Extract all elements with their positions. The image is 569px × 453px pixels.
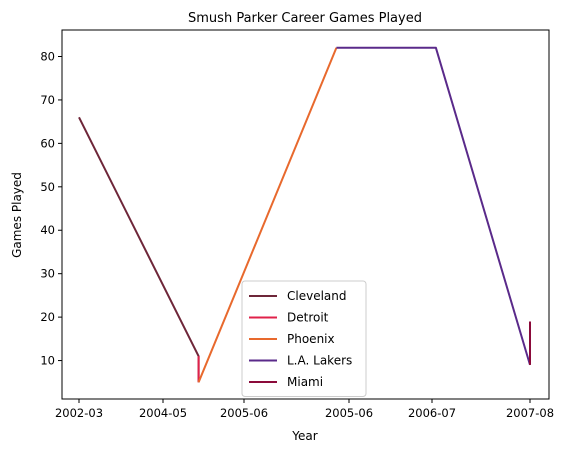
y-axis: 10 20 30 40 50 60 70 80 [40,49,62,368]
legend-label-miami: Miami [287,375,323,389]
y-tick-label: 60 [40,136,55,150]
y-tick-label: 30 [40,267,55,281]
legend-label-detroit: Detroit [287,311,329,325]
chart-title: Smush Parker Career Games Played [188,11,422,26]
x-axis-label: Year [291,429,317,443]
y-tick-label: 80 [40,49,55,63]
x-tick-label: 2004-05 [139,406,187,420]
legend-label-phoenix: Phoenix [287,332,335,346]
y-tick-label: 40 [40,223,55,237]
legend-box [241,280,367,397]
series-line-phoenix [197,47,338,383]
x-tick-label: 2005-06 [220,406,268,420]
x-tick-label: 2002-03 [55,406,103,420]
series-layer [78,46,531,383]
legend-label-cleveland: Cleveland [287,289,347,303]
legend-label-l-a-lakers: L.A. Lakers [287,354,352,368]
y-tick-label: 50 [40,180,55,194]
y-tick-label: 70 [40,93,55,107]
x-tick-label: 2005-06 [325,406,373,420]
x-tick-label: 2007-08 [506,406,554,420]
y-tick-label: 20 [40,310,55,324]
series-line-cleveland [78,116,200,383]
legend: Cleveland Detroit Phoenix L.A. Lakers Miami [241,280,367,397]
y-axis-label: Games Played [10,172,24,258]
series-line-l-a-lakers [336,46,531,366]
y-tick-label: 10 [40,354,55,368]
x-axis: 2002-03 2004-05 2005-06 2005-06 2006-07 2007-… [55,399,554,420]
plot-frame [61,29,550,400]
x-tick-label: 2006-07 [408,406,456,420]
